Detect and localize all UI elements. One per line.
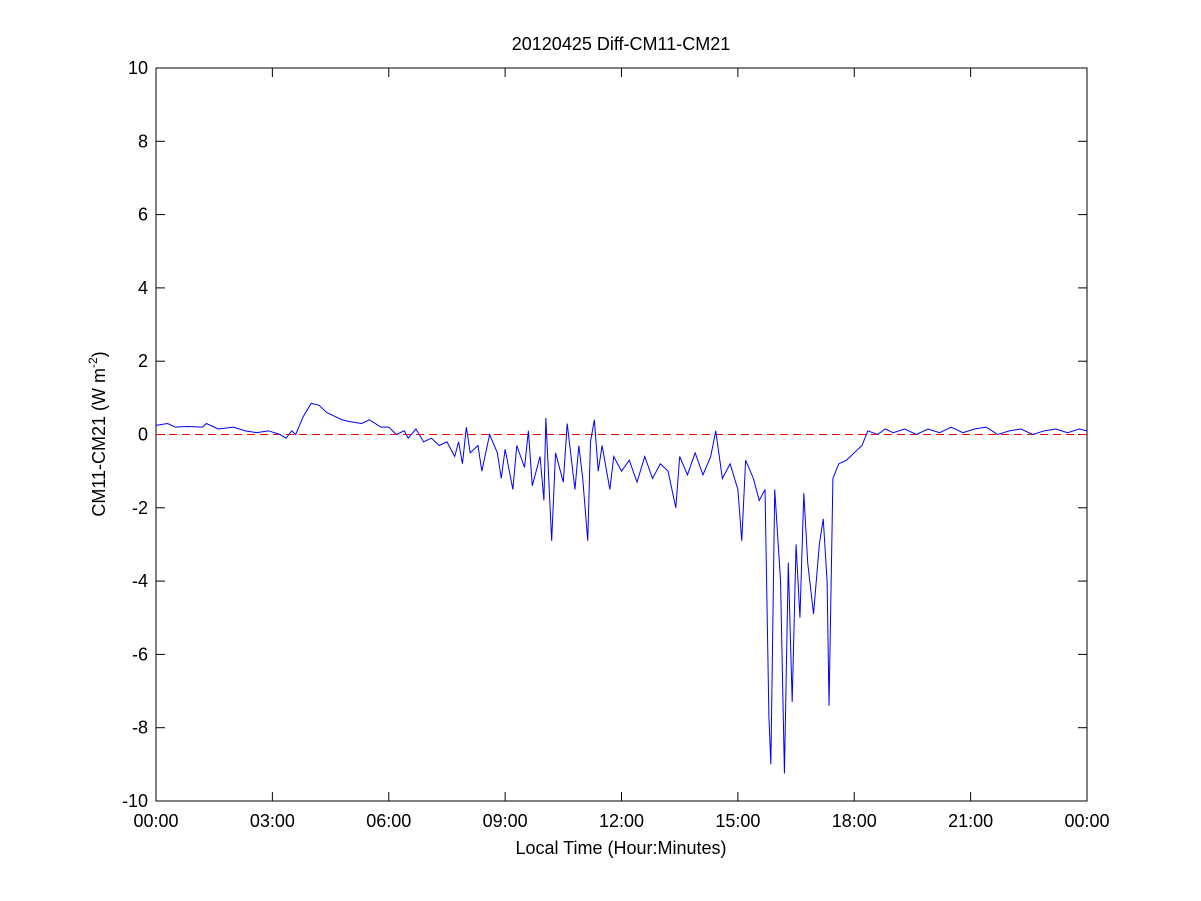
plot-area <box>155 67 1088 802</box>
y-tick-label: -2 <box>132 498 148 518</box>
y-tick-label: -6 <box>132 644 148 664</box>
x-tick-label: 18:00 <box>832 811 877 831</box>
y-tick-label: 0 <box>138 425 148 445</box>
y-tick-label: 2 <box>138 351 148 371</box>
y-label-sup: -2 <box>86 357 100 368</box>
x-axis-label: Local Time (Hour:Minutes) <box>515 838 726 858</box>
x-tick-label: 00:00 <box>133 811 178 831</box>
y-tick-label: 6 <box>138 205 148 225</box>
y-tick-label: 8 <box>138 131 148 151</box>
y-label-main: CM11-CM21 (W m <box>89 368 109 517</box>
y-label-end: ) <box>89 351 109 357</box>
chart-title: 20120425 Diff-CM11-CM21 <box>512 34 730 54</box>
data-line <box>155 402 1088 774</box>
y-tick-label: 10 <box>128 58 148 78</box>
y-tick-label: 4 <box>138 278 148 298</box>
y-axis-label: CM11-CM21 (W m-2) <box>86 351 109 516</box>
x-tick-label: 00:00 <box>1064 811 1109 831</box>
x-tick-label: 06:00 <box>366 811 411 831</box>
x-tick-label: 21:00 <box>948 811 993 831</box>
x-tick-label: 12:00 <box>599 811 644 831</box>
x-tick-label: 09:00 <box>483 811 528 831</box>
x-tick-label: 03:00 <box>250 811 295 831</box>
y-tick-label: -4 <box>132 571 148 591</box>
y-tick-label: -10 <box>122 791 148 811</box>
x-tick-label: 15:00 <box>715 811 760 831</box>
y-tick-label: -8 <box>132 718 148 738</box>
